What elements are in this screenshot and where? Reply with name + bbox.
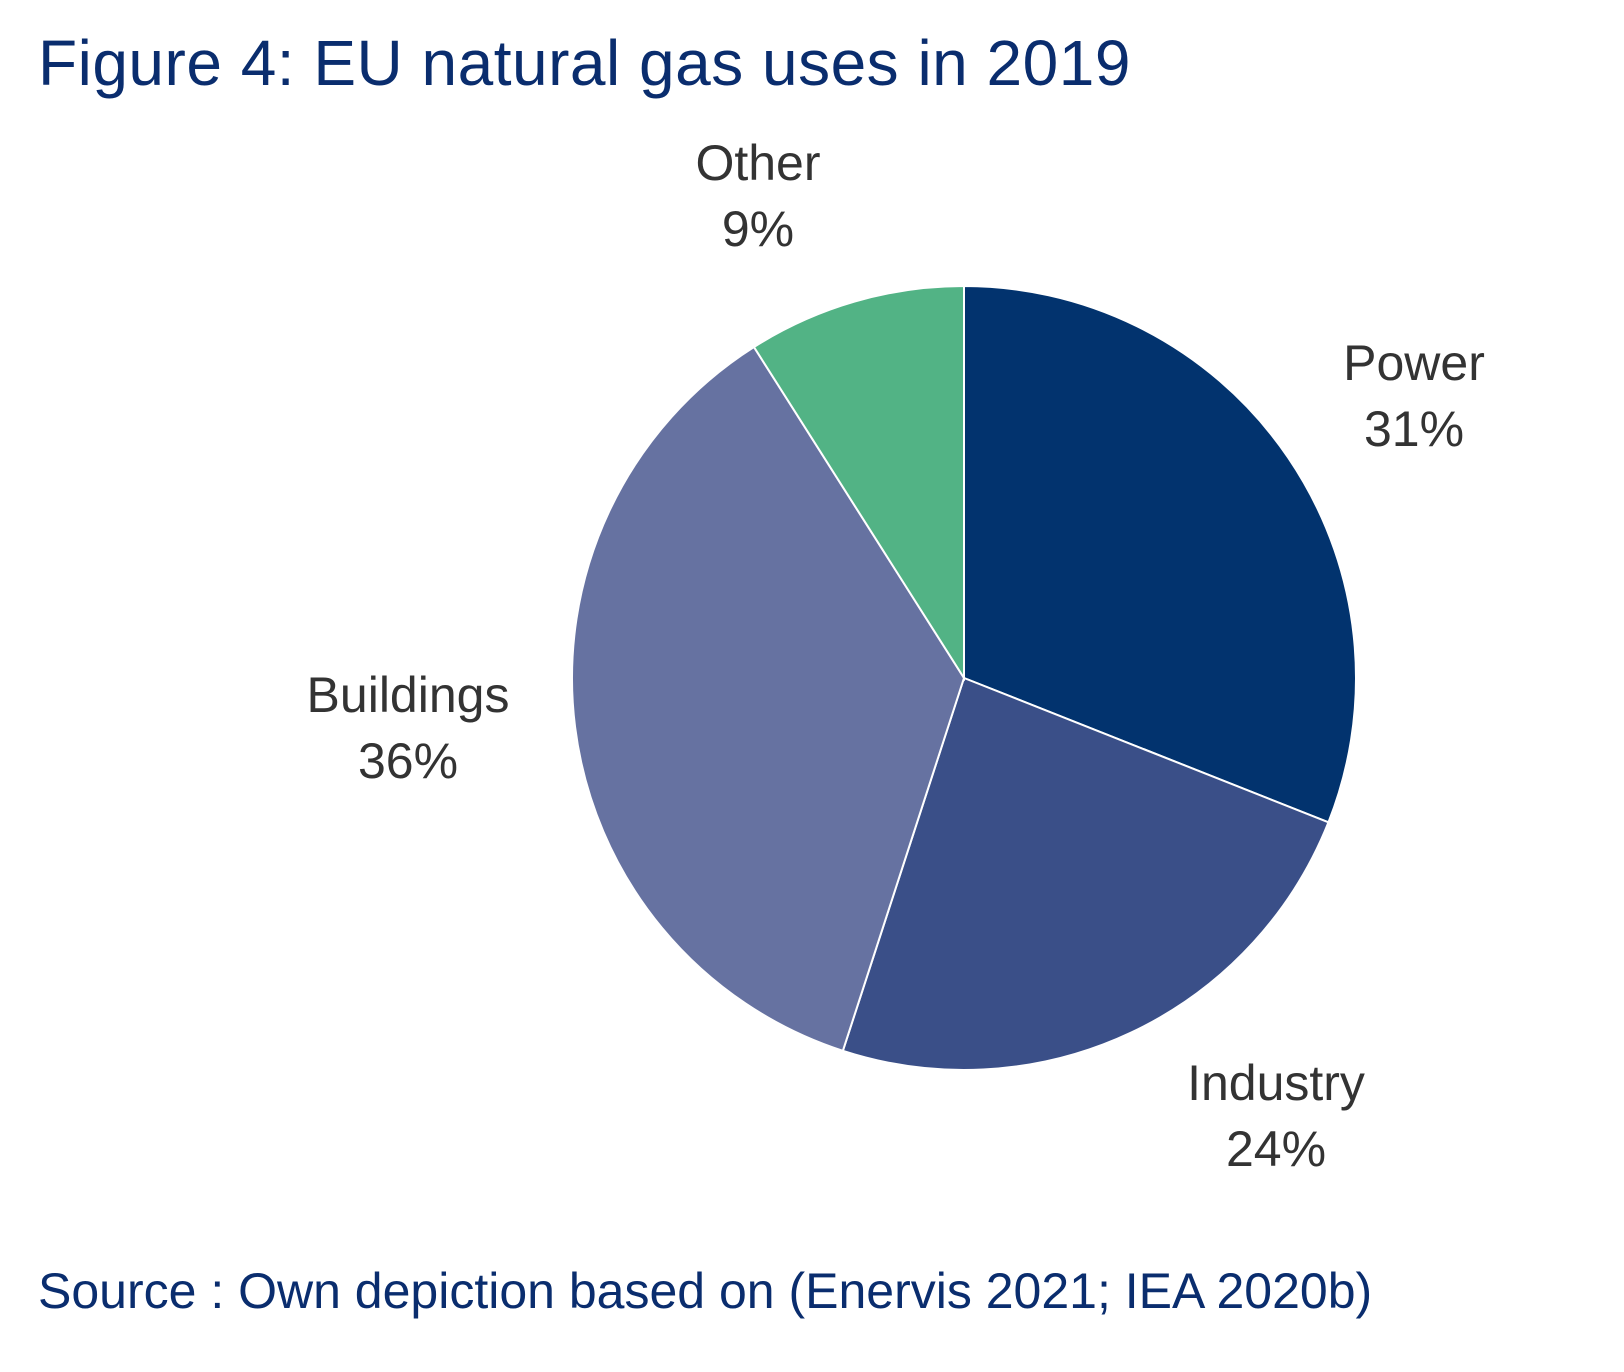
pie-slices [571, 284, 1357, 1071]
slice-label-other: Other [695, 135, 820, 191]
slice-label-industry: Industry [1187, 1055, 1365, 1111]
pie-slice-buildings [571, 345, 966, 1053]
pie-slice-industry [841, 676, 1330, 1071]
source-note: Source : Own depiction based on (Enervis… [38, 1263, 1373, 1319]
slice-label-buildings: Buildings [307, 667, 510, 723]
slice-value-buildings: 36% [358, 733, 458, 789]
slice-value-power: 31% [1364, 401, 1464, 457]
pie-slice-power [963, 284, 1357, 824]
pie-labels: Power 31% Industry 24% Buildings 36% Other 9% [307, 135, 1485, 1177]
slice-value-other: 9% [722, 201, 794, 257]
slice-label-power: Power [1343, 335, 1485, 391]
chart-title: Figure 4: EU natural gas uses in 2019 [38, 27, 1131, 99]
slice-value-industry: 24% [1226, 1121, 1326, 1177]
pie-slice-other [752, 284, 965, 682]
